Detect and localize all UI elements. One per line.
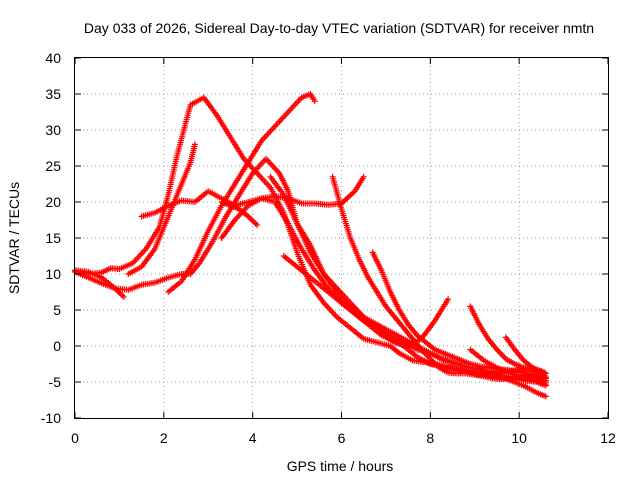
grid-lines: [75, 58, 608, 418]
series-14: [467, 346, 549, 388]
x-tick-label: 4: [249, 430, 257, 446]
y-tick-label: 40: [45, 50, 61, 66]
y-tick-label: 35: [45, 86, 61, 102]
data-point: [311, 98, 318, 105]
data-point: [542, 393, 549, 400]
y-tick-label: -10: [41, 410, 61, 426]
chart-title: Day 033 of 2026, Sidereal Day-to-day VTE…: [84, 20, 594, 36]
x-tick-labels: 0 2 4 6 8 10 12: [71, 430, 616, 446]
series-12: [369, 249, 549, 382]
x-tick-label: 6: [338, 430, 346, 446]
x-tick-label: 0: [71, 430, 79, 446]
x-tick-label: 10: [511, 430, 527, 446]
x-tick-label: 8: [426, 430, 434, 446]
series-7: [218, 199, 261, 229]
data-point: [542, 373, 549, 380]
data-point: [360, 173, 367, 180]
y-tick-label: 20: [45, 194, 61, 210]
y-tick-labels: -10 -5 0 5 10 15 20 25 30 35 40: [41, 50, 61, 426]
data-point: [120, 294, 127, 301]
data-point: [542, 381, 549, 388]
y-tick-label: 30: [45, 122, 61, 138]
data-point: [254, 222, 261, 229]
y-tick-label: 0: [53, 338, 61, 354]
y-tick-label: 10: [45, 266, 61, 282]
axis-ticks: [74, 57, 609, 419]
x-tick-label: 2: [160, 430, 168, 446]
y-tick-label: 25: [45, 158, 61, 174]
series-15: [502, 334, 549, 380]
data-point: [445, 296, 452, 303]
data-series: [72, 91, 549, 400]
series-4: [125, 141, 198, 277]
data-point: [191, 141, 198, 148]
y-tick-label: -5: [49, 374, 62, 390]
plot-frame: [74, 57, 609, 419]
x-axis-label: GPS time / hours: [287, 458, 394, 474]
series-6: [165, 91, 318, 295]
y-tick-label: 15: [45, 230, 61, 246]
x-tick-label: 12: [600, 430, 616, 446]
y-tick-label: 5: [53, 302, 61, 318]
y-axis-label: SDTVAR / TECUs: [6, 182, 22, 294]
